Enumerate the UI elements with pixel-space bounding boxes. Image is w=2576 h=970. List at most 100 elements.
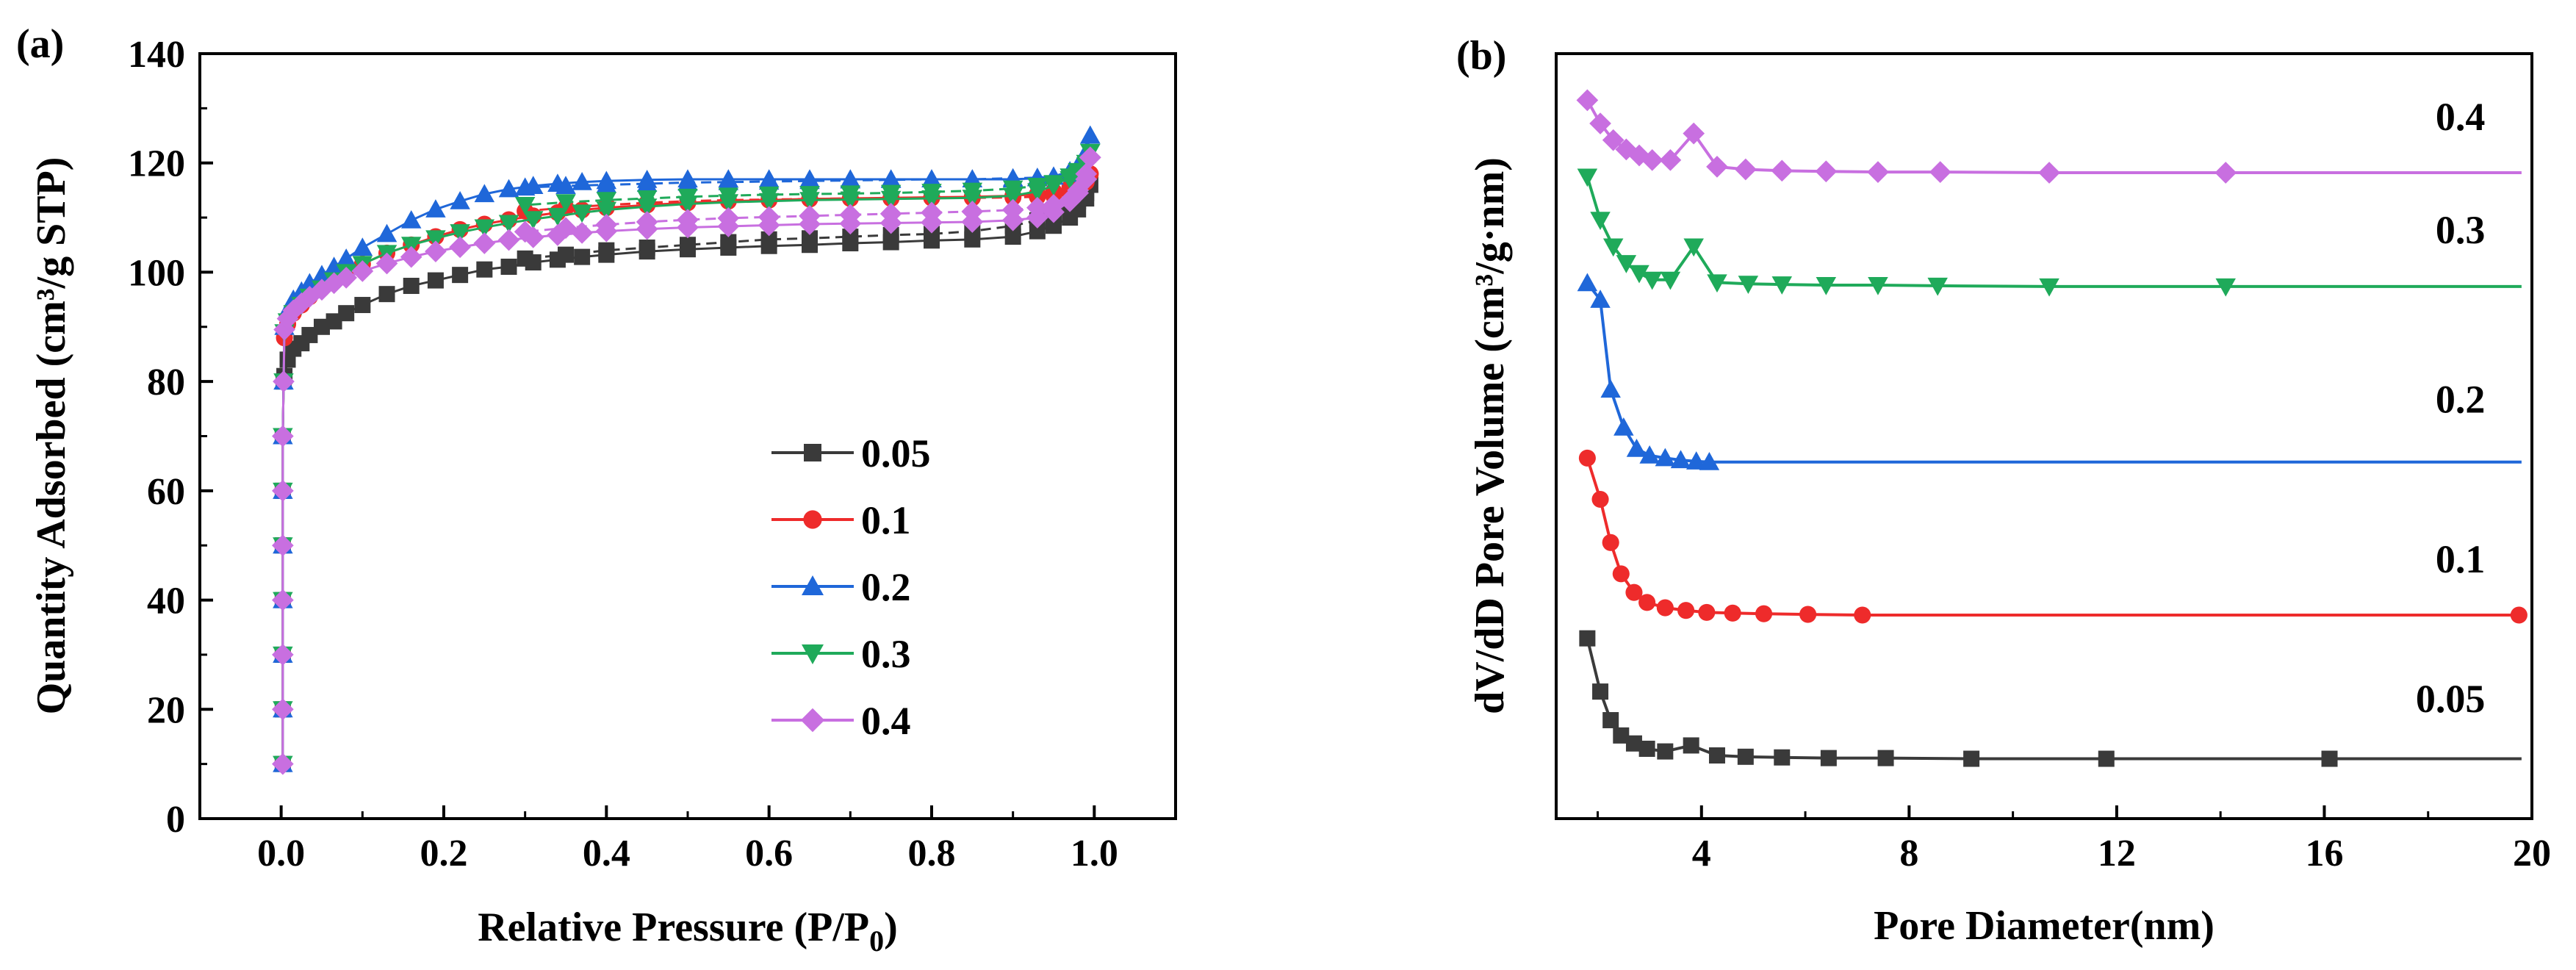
panel-b-data-point: [1616, 255, 1637, 273]
panel-a-x-tick-label: 0.2: [420, 833, 468, 874]
panel-b-data-point: [1602, 712, 1619, 729]
panel-b-data-point: [1755, 605, 1773, 622]
panel-a-data-point: [272, 425, 294, 448]
panel-a-data-point: [1059, 189, 1081, 212]
panel-a-data-point: [474, 184, 495, 203]
panel-b-curve-label-0.4: 0.4: [2436, 95, 2486, 139]
panel-b-data-point: [1577, 273, 1598, 292]
panel-b-data-point: [1707, 274, 1727, 293]
panel-a-y-tick-label: 40: [147, 581, 185, 622]
panel-a-data-point: [799, 186, 820, 204]
panel-a-data-point: [351, 260, 374, 282]
panel-b-x-axis: 4 8 12 16 20: [1597, 805, 2551, 874]
panel-b-data-point: [1578, 449, 1596, 467]
panel-a-legend-label: 0.4: [861, 699, 911, 743]
panel-b-data-point: [1867, 161, 1889, 183]
panel-b-data-point: [1602, 238, 1624, 257]
panel-a-data-point: [325, 313, 342, 330]
panel-b-data-point: [1771, 159, 1794, 182]
panel-b-data-point: [1737, 748, 1754, 765]
panel-b-data-point: [1799, 606, 1817, 623]
panel-b-data-point: [1590, 212, 1611, 231]
panel-a-series-0.05: [274, 176, 1098, 772]
panel-b-curve-label-0.1: 0.1: [2436, 537, 2486, 581]
panel-b-curve-labels: 0.4 0.3 0.2 0.1 0.05: [2416, 95, 2486, 721]
panel-b-data-point: [1854, 606, 1871, 624]
panel-b-data-point: [1734, 158, 1757, 181]
panel-a-legend-marker: [800, 708, 825, 733]
panel-b-data-point: [1724, 604, 1741, 622]
panel-b-data-point: [1641, 271, 1663, 290]
panel-a-data-point: [547, 207, 568, 226]
panel-b-data-point: [1613, 417, 1634, 436]
panel-b-data-point: [1638, 740, 1655, 757]
panel-b-data-point: [2038, 162, 2060, 184]
panel-b-data-point: [1602, 534, 1619, 551]
panel-b-series-line: [1586, 282, 2522, 464]
panel-a-data-point: [301, 326, 318, 343]
panel-b-data-point: [1656, 599, 1674, 617]
panel-a-data-point: [799, 170, 820, 190]
panel-a-legend-label: 0.05: [861, 431, 931, 475]
panel-a-legend-marker: [804, 444, 821, 461]
panel-a-legend-label: 0.3: [861, 632, 911, 676]
panel-a-data-point: [498, 179, 519, 198]
panel-b-data-point: [1816, 277, 1837, 295]
panel-a-legend-item-0.4: 0.4: [771, 699, 911, 743]
panel-a-data-point: [1001, 198, 1024, 221]
panel-a-legend-item-0.05: 0.05: [771, 431, 931, 475]
panel-b-data-point: [1592, 683, 1609, 700]
panel-b-y-axis-title: dV/dD Pore Volume (cm³/g·nm): [1467, 157, 1513, 714]
panel-a-data-point: [335, 267, 358, 289]
panel-a-data-point: [338, 305, 355, 322]
panel-b-series-line: [1586, 457, 2522, 617]
panel-a-data-point: [514, 220, 536, 243]
panel-a-data-point: [596, 192, 617, 211]
panel-a-data-point: [272, 752, 294, 775]
panel-b-curve-label-0.3: 0.3: [2436, 208, 2486, 252]
panel-a-data-point: [636, 211, 658, 233]
panel-b-data-point: [2215, 278, 2236, 297]
panel-b-data-point: [1612, 565, 1630, 583]
panel-a-data-point: [718, 187, 739, 206]
panel-a-data-point: [572, 204, 592, 223]
panel-a-data-point: [474, 219, 495, 238]
panel-b-data-point: [1659, 148, 1682, 171]
panel-a-data-point: [638, 239, 655, 256]
panel-b-data-point: [1677, 602, 1695, 619]
panel-a-data-point: [677, 172, 698, 191]
panel-a-legend-marker: [802, 644, 824, 664]
panel-a-y-tick-label: 60: [147, 471, 185, 513]
panel-b-series-0.05: [1579, 630, 2522, 767]
panel-a-y-axis: 0 20 40 60 80 100 120 140: [128, 34, 213, 841]
panel-a-series-0.4: [272, 146, 1101, 775]
panel-a-data-point: [921, 201, 943, 224]
panel-a-y-tick-label: 140: [128, 34, 185, 76]
panel-a-data-point: [272, 589, 294, 611]
panel-a-data-point: [572, 171, 592, 190]
panel-a-data-point: [1026, 196, 1048, 219]
panel-b-curve-label-0.05: 0.05: [2416, 677, 2486, 721]
panel-a-data-point: [400, 237, 422, 255]
panel-b-data-point: [2098, 750, 2115, 767]
panel-a-data-point: [571, 222, 593, 244]
panel-a-x-axis-title: Relative Pressure (P/P0): [478, 905, 898, 958]
panel-b-data-point: [1589, 112, 1611, 134]
panel-a-data-point: [450, 191, 470, 209]
panel-a-data-point: [323, 256, 345, 275]
panel-a-x-axis: 0.0 0.2 0.4 0.6 0.8 1.0: [198, 805, 1177, 874]
panel-b-data-point: [1590, 290, 1611, 308]
panel-b-series-0.4: [1576, 89, 2522, 184]
panel-a-data-point: [842, 229, 859, 245]
panel-b-x-tick-label: 16: [2305, 833, 2343, 874]
panel-b-data-point: [1698, 603, 1716, 621]
panel-a-data-point: [760, 231, 777, 248]
panel-b-data-point: [1708, 747, 1725, 764]
panel-a-data-point: [273, 370, 295, 392]
panel-b-data-point: [1815, 160, 1838, 183]
panel-a-x-tick-label: 0.4: [583, 833, 630, 874]
panel-a-data-point: [273, 318, 295, 341]
panel-a-data-point: [677, 209, 699, 231]
panel-b-series-line: [1586, 176, 2522, 288]
